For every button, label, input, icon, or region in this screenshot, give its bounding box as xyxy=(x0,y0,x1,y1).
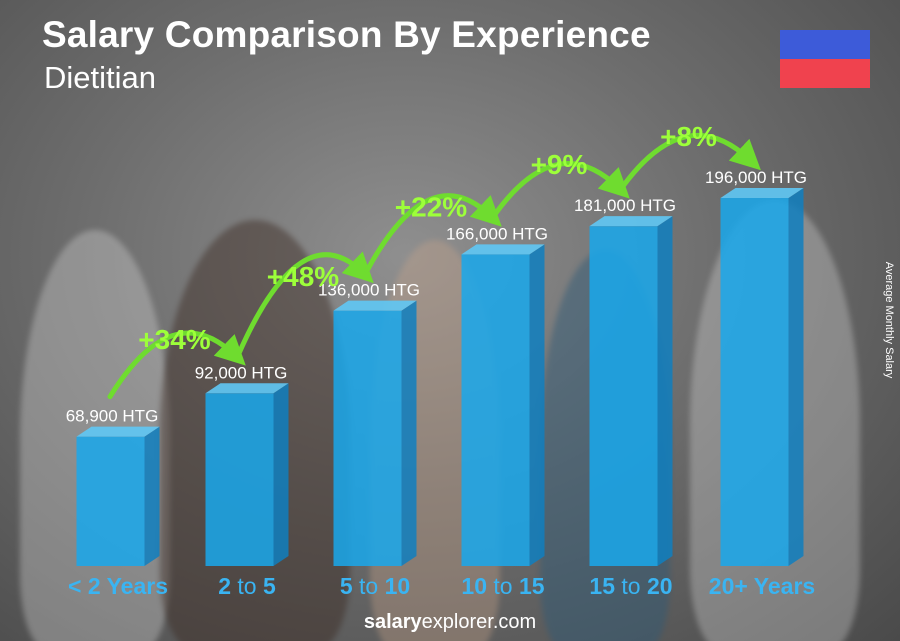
bar-4 xyxy=(589,226,658,566)
bar-3 xyxy=(461,254,530,566)
bar-top-1 xyxy=(205,383,289,394)
bar-0 xyxy=(76,436,145,566)
category-label-4-part-1: to xyxy=(615,573,647,599)
haiti-flag-icon xyxy=(780,30,870,88)
category-label-1-part-0: 2 xyxy=(218,573,231,599)
increase-arrow-3 xyxy=(492,161,630,217)
category-label-2-part-1: to xyxy=(353,573,385,599)
bar-top-0 xyxy=(76,426,160,437)
bar-top-4 xyxy=(589,216,673,227)
value-label-3: 166,000 HTG xyxy=(446,224,548,243)
increase-arrow-1 xyxy=(236,251,374,356)
category-label-4-part-0: 15 xyxy=(589,573,615,599)
chart-title: Salary Comparison By Experience xyxy=(42,14,651,55)
category-label-3-part-1: to xyxy=(487,573,519,599)
category-label-1-part-2: 5 xyxy=(263,573,276,599)
category-label-3-part-0: 10 xyxy=(461,573,487,599)
category-label-3-part-2: 15 xyxy=(519,573,545,599)
bar-top-5 xyxy=(720,188,804,198)
value-label-0: 68,900 HTG xyxy=(66,407,159,426)
bar-1 xyxy=(205,393,274,566)
category-label-1-part-1: to xyxy=(231,573,263,599)
category-label-2-part-0: 5 xyxy=(340,573,353,599)
increase-arrow-2 xyxy=(364,193,502,274)
category-label-3: 10 to 15 xyxy=(461,573,544,599)
flag-stripe-top xyxy=(780,30,870,59)
category-label-4-part-2: 20 xyxy=(647,573,673,599)
increase-label-1: +48% xyxy=(267,261,339,292)
increase-label-3: +9% xyxy=(531,149,588,180)
category-label-4: 15 to 20 xyxy=(589,573,672,599)
increase-arrow-4 xyxy=(620,132,761,189)
increase-label-4: +8% xyxy=(660,121,717,152)
category-label-0-part-0: < 2 Years xyxy=(68,573,168,599)
bar-2 xyxy=(333,310,402,566)
flag-stripe-bottom xyxy=(780,59,870,88)
bar-side-3 xyxy=(529,244,545,566)
value-label-1: 92,000 HTG xyxy=(195,363,288,382)
chart-subtitle: Dietitian xyxy=(44,60,156,95)
footer-brand-bold: salary xyxy=(363,611,422,633)
value-label-2: 136,000 HTG xyxy=(318,281,420,300)
footer-brand-rest: explorer.com xyxy=(421,611,537,633)
category-label-2-part-2: 10 xyxy=(385,573,411,599)
value-label-4: 181,000 HTG xyxy=(574,196,676,215)
footer-brand: salaryexplorer.com xyxy=(0,611,900,634)
increase-label-2: +22% xyxy=(395,191,467,222)
bar-5 xyxy=(720,198,789,566)
bar-side-1 xyxy=(273,383,289,566)
category-label-0: < 2 Years xyxy=(68,573,168,599)
increase-label-0: +34% xyxy=(138,324,210,355)
category-label-5-part-0: 20+ Years xyxy=(709,573,815,599)
bar-side-5 xyxy=(788,188,804,566)
category-label-2: 5 to 10 xyxy=(340,573,410,599)
bar-top-2 xyxy=(333,300,417,311)
increase-arrow-0 xyxy=(107,330,246,400)
category-label-1: 2 to 5 xyxy=(218,573,276,599)
value-label-5: 196,000 HTG xyxy=(705,168,807,187)
bar-side-2 xyxy=(401,300,417,566)
bar-side-4 xyxy=(657,216,673,566)
bar-top-3 xyxy=(461,244,545,255)
category-label-5: 20+ Years xyxy=(709,573,815,599)
bar-side-0 xyxy=(144,426,160,566)
